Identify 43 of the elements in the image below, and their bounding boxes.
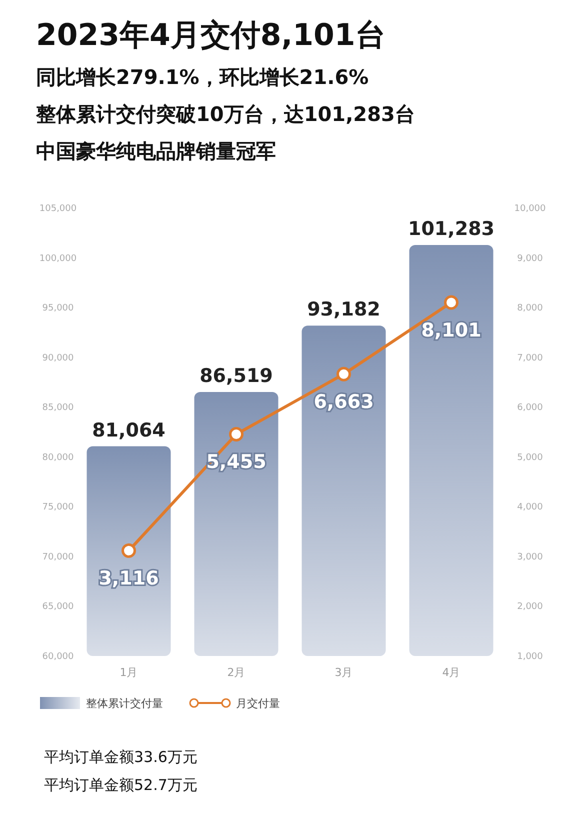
y2-tick-label: 3,000 bbox=[517, 552, 544, 562]
point bbox=[336, 366, 351, 382]
text: 整体累计交付突破10万台，达101,283台 bbox=[35, 102, 415, 126]
text: 中国豪华纯电品牌销量冠军 bbox=[36, 139, 276, 163]
point bbox=[122, 543, 136, 558]
legend-label: 月交付量 bbox=[236, 697, 280, 710]
y2-tick-label: 1,000 bbox=[517, 652, 544, 662]
data-label: 81,064 bbox=[92, 419, 166, 442]
y2-tick-label: 7,000 bbox=[517, 353, 544, 364]
y2-tick-label: 6,000 bbox=[517, 403, 544, 414]
data-label: 3,116 bbox=[98, 568, 159, 590]
point bbox=[444, 295, 458, 310]
x-tick-label: 3月 bbox=[334, 666, 353, 679]
y-tick-label: 85,000 bbox=[42, 403, 74, 414]
x-tick-label: 2月 bbox=[227, 666, 246, 679]
data-label: 101,283 bbox=[408, 218, 495, 240]
data-label: 6,663 bbox=[314, 391, 374, 414]
y-tick-label: 90,000 bbox=[42, 353, 74, 364]
y2-tick-label: 8,000 bbox=[517, 304, 544, 314]
x-tick-label: 4月 bbox=[442, 666, 460, 679]
y-tick-label: 65,000 bbox=[42, 602, 74, 612]
y2-tick-label: 2,000 bbox=[517, 602, 544, 612]
text: 平均订单金额33.6万元 bbox=[44, 748, 198, 766]
y-tick-label: 70,000 bbox=[42, 552, 74, 562]
y2-tick-label: 9,000 bbox=[517, 254, 544, 264]
y-tick-label: 75,000 bbox=[42, 502, 74, 513]
y2-tick-label: 5,000 bbox=[517, 452, 544, 463]
text: 平均订单金额52.7万元 bbox=[44, 776, 198, 794]
data-label: 93,182 bbox=[307, 298, 380, 321]
y-tick-label: 80,000 bbox=[42, 452, 74, 463]
legend-label: 整体累计交付量 bbox=[86, 697, 163, 710]
y-tick-label: 105,000 bbox=[39, 204, 77, 214]
point bbox=[229, 426, 244, 442]
y-tick-label: 60,000 bbox=[42, 652, 74, 662]
data-label: 86,519 bbox=[200, 364, 273, 387]
chart-subtitle: 同比增长279.1%，环比增长21.6% bbox=[36, 65, 369, 89]
chart-title: 2023年4月交付8,101台 bbox=[36, 18, 386, 53]
x-tick-label: 1月 bbox=[120, 666, 138, 679]
y-tick-label: 95,000 bbox=[42, 304, 74, 314]
y2-tick-label: 10,000 bbox=[514, 204, 546, 214]
y2-tick-label: 4,000 bbox=[517, 502, 544, 513]
y-tick-label: 100,000 bbox=[39, 254, 77, 264]
data-label: 8,101 bbox=[421, 320, 482, 342]
